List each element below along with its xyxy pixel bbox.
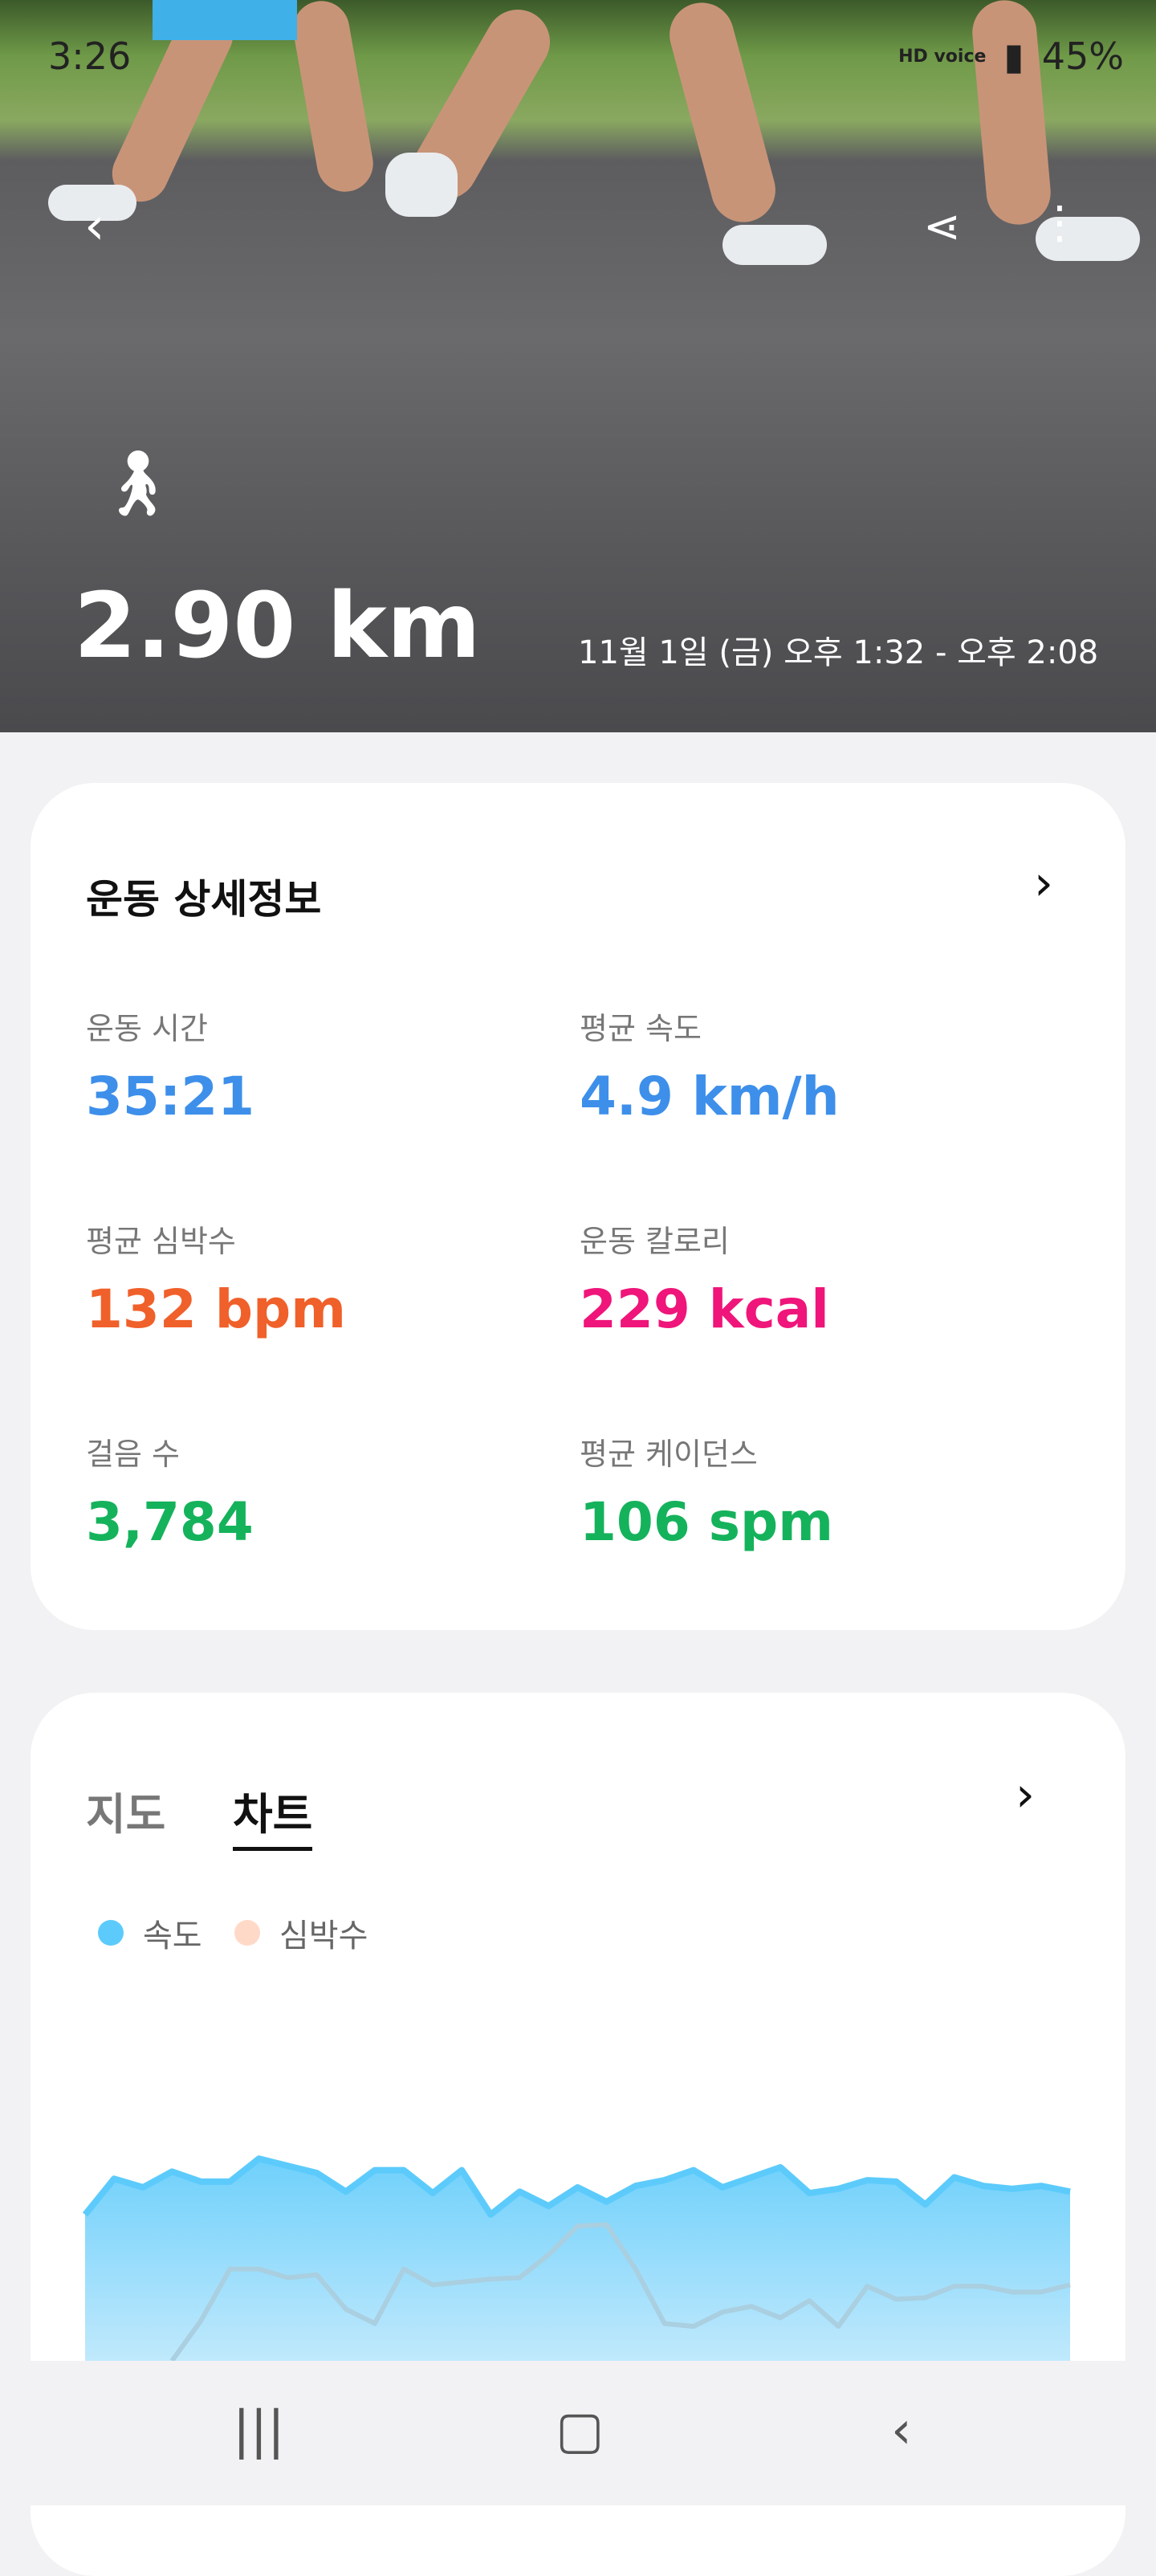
stat-steps: 걸음 수 3,784 xyxy=(86,1429,254,1553)
legend-speed: 속도 xyxy=(98,1910,202,1956)
stat-avg-speed: 평균 속도 4.9 km/h xyxy=(580,1004,840,1127)
distance: 2.90 km xyxy=(74,574,481,679)
status-bar: 3:26 HD voice ▮ 45% xyxy=(48,32,1124,80)
tab-map[interactable]: 지도 xyxy=(86,1789,166,1840)
stat-cadence: 평균 케이던스 106 spm xyxy=(580,1429,833,1553)
legend-swatch xyxy=(98,1920,124,1946)
stat-value: 106 spm xyxy=(580,1491,834,1553)
details-chevron-button[interactable]: › xyxy=(1034,855,1053,911)
speed-heart-rate-chart xyxy=(82,2155,1071,2361)
walking-icon: 🚶︎ xyxy=(96,446,178,520)
workout-details-card: 운동 상세정보 › 운동 시간 35:21 평균 속도 4.9 km/h 평균 심박… xyxy=(31,783,1125,1630)
stat-label: 평균 케이던스 xyxy=(580,1437,758,1472)
stat-value: 35:21 xyxy=(86,1066,255,1127)
battery-level: 45% xyxy=(1041,35,1124,78)
workout-datetime: 11월 1일 (금) 오후 1:32 - 오후 2:08 xyxy=(578,634,1099,671)
stat-duration: 운동 시간 35:21 xyxy=(86,1004,254,1127)
tab-chart[interactable]: 차트 xyxy=(233,1779,313,1851)
heart-rate-line xyxy=(169,2222,1071,2361)
recent-apps-button[interactable]: ||| xyxy=(233,2401,285,2460)
back-button[interactable]: ‹ xyxy=(84,197,105,256)
stat-label: 평균 속도 xyxy=(580,1011,702,1046)
navigation-bar: ||| ▢ ‹ xyxy=(0,2361,1156,2505)
stat-value: 229 kcal xyxy=(580,1278,829,1340)
speed-line xyxy=(82,2155,1071,2218)
legend-label: 심박수 xyxy=(279,1918,368,1954)
stat-avg-heart-rate: 평균 심박수 132 bpm xyxy=(86,1217,346,1340)
stat-label: 평균 심박수 xyxy=(86,1224,236,1259)
stat-label: 걸음 수 xyxy=(86,1437,180,1472)
home-button[interactable]: ▢ xyxy=(556,2401,604,2460)
stat-value: 4.9 km/h xyxy=(580,1066,840,1127)
chart-chevron-button[interactable]: › xyxy=(1016,1767,1035,1823)
back-nav-button[interactable]: ‹ xyxy=(891,2401,912,2460)
more-options-button[interactable]: ⋮ xyxy=(1037,197,1082,249)
hero-photo: 3:26 HD voice ▮ 45% ‹ ⋖ ⋮ 🚶︎ 2.90 km 11월… xyxy=(0,0,1156,732)
clock: 3:26 xyxy=(48,35,132,78)
signal-icon: ▮ xyxy=(1003,35,1024,78)
stat-value: 132 bpm xyxy=(86,1278,347,1340)
card-title: 운동 상세정보 xyxy=(86,876,322,923)
stat-value: 3,784 xyxy=(86,1491,254,1553)
share-button[interactable]: ⋖ xyxy=(923,201,961,253)
stat-calories: 운동 칼로리 229 kcal xyxy=(580,1217,829,1340)
legend-swatch xyxy=(234,1920,260,1946)
network-label: HD voice xyxy=(898,46,987,67)
stat-label: 운동 칼로리 xyxy=(580,1224,730,1259)
legend-heart-rate: 심박수 xyxy=(234,1910,368,1956)
legend-label: 속도 xyxy=(143,1918,202,1954)
stat-label: 운동 시간 xyxy=(86,1011,208,1046)
